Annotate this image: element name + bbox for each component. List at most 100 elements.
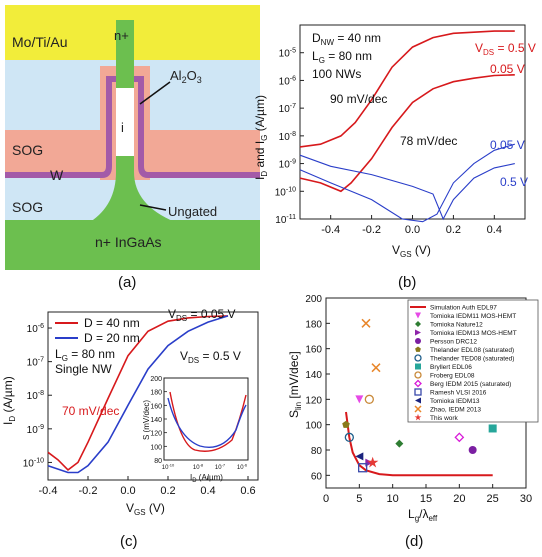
legend-marker-d-8 bbox=[414, 371, 422, 379]
curve-c-1 bbox=[47, 315, 229, 474]
inset-xtick-label-2: 10-7 bbox=[215, 463, 226, 471]
legend-marker-d-13 bbox=[414, 413, 422, 421]
inset-curves-c bbox=[167, 391, 247, 452]
label-nplus-top: n+ bbox=[114, 28, 129, 43]
vds-label-2-c: VDS = 0.5 V bbox=[180, 349, 241, 365]
point-d-5-0 bbox=[342, 420, 350, 428]
ytick-label-b-0: 10-5 bbox=[279, 48, 296, 60]
inset-ytick-label-2: 160 bbox=[150, 403, 162, 410]
pointer-al2o3 bbox=[139, 81, 171, 105]
ytick-label-d-3: 140 bbox=[305, 370, 322, 381]
legend-label-d-1: Tomioka IEDM11 MOS-HEMT bbox=[430, 313, 516, 320]
xtick-label-d-1: 5 bbox=[356, 493, 362, 505]
xticks-d: 0 5 10 15 20 25 30 bbox=[323, 484, 532, 505]
legend-label-d-8: Froberg EDL08 bbox=[430, 373, 475, 380]
point-d-3-0 bbox=[365, 458, 374, 467]
xtick-label-d-6: 30 bbox=[520, 493, 532, 505]
points-d bbox=[342, 318, 497, 473]
curves-b bbox=[299, 30, 515, 223]
curve-b-1 bbox=[299, 74, 515, 193]
legend-marker-d-10 bbox=[414, 388, 422, 396]
info-lg-b: LG = 80 nm bbox=[312, 49, 372, 65]
ytick-label-c-1: 10-7 bbox=[27, 357, 44, 369]
xtick-label-c-5: 0.6 bbox=[240, 485, 255, 497]
inset-ylabel-c: S (mV/dec) bbox=[142, 400, 151, 440]
legend-marker-d-7 bbox=[415, 363, 421, 370]
curve-c-0 bbox=[47, 315, 229, 471]
inset-curve-d20 bbox=[167, 397, 247, 448]
info-dnw-b: DNW = 40 nm bbox=[312, 31, 381, 47]
xtick-label-d-4: 20 bbox=[453, 493, 465, 505]
caption-b: (b) bbox=[398, 274, 416, 291]
legend-marker-d-12-b bbox=[414, 405, 422, 413]
ss-label-left-b: 90 mV/dec bbox=[330, 92, 387, 106]
point-d-6-0 bbox=[344, 432, 354, 442]
intrinsic-region bbox=[116, 88, 134, 156]
point-d-12-1 bbox=[371, 363, 381, 373]
substrate-layer bbox=[5, 220, 260, 270]
inset-xtick-label-3: 10-6 bbox=[237, 463, 248, 471]
inset-ytick-label-6: 80 bbox=[154, 458, 162, 465]
curve-b-0 bbox=[299, 30, 515, 148]
legend-marker-d-9 bbox=[414, 379, 422, 388]
label-sog-top: SOG bbox=[12, 142, 43, 158]
xtick-label-d-2: 10 bbox=[387, 493, 399, 505]
inset-ytick-label-4: 120 bbox=[150, 431, 162, 438]
ytick-label-b-6: 10-11 bbox=[275, 214, 296, 226]
legend-label-d-6: Thelander TED08 (saturated) bbox=[430, 356, 514, 363]
ytick-label-d-4: 120 bbox=[305, 395, 322, 406]
legend-label-d-10: Ramesh VLSI 2016 bbox=[430, 390, 487, 397]
panel-c: 10-6 10-7 10-8 10-9 10-10 -0.4 -0.2 0.0 0.2 0.4 0… bbox=[1, 307, 259, 550]
legend-label-d-11: Tomioka IEDM13 bbox=[430, 398, 480, 405]
yticks-b: 10-5 10-6 10-7 10-8 10-9 10-10 10-11 bbox=[275, 48, 304, 226]
inset-ytick-label-3: 140 bbox=[150, 417, 162, 424]
xtick-label-d-0: 0 bbox=[323, 493, 329, 505]
yticks-c: 10-6 10-7 10-8 10-9 10-10 bbox=[23, 323, 52, 469]
legend-label-d-7: Bryllert EDL06 bbox=[430, 364, 472, 371]
ytick-label-b-2: 10-7 bbox=[279, 103, 296, 115]
point-d-7-0 bbox=[488, 424, 497, 433]
xtick-label-c-2: 0.0 bbox=[120, 485, 135, 497]
legend-marker-d-3 bbox=[415, 329, 421, 336]
inset-frame-c bbox=[163, 377, 249, 461]
curves-c bbox=[47, 315, 229, 474]
inset-xtick-label-0: 10-10 bbox=[162, 463, 175, 471]
xlabel-d: Lg/λeff bbox=[408, 507, 438, 523]
ytick-label-d-1: 180 bbox=[305, 319, 322, 330]
ytick-label-d-7: 60 bbox=[311, 471, 323, 482]
legend-label-d-0: Simulation Auth EDL97 bbox=[430, 305, 497, 312]
xtick-label-d-3: 15 bbox=[420, 493, 432, 505]
label-sog-bottom: SOG bbox=[12, 199, 43, 215]
ss-label-c: 70 mV/dec bbox=[62, 404, 119, 418]
legend-marker-d-1 bbox=[415, 312, 421, 319]
legend-label-d-12: Zhao, IEDM 2013 bbox=[430, 407, 481, 414]
ytick-label-c-3: 10-9 bbox=[27, 424, 44, 436]
ylabel-c: ID (A/µm) bbox=[1, 376, 17, 425]
xticks-b: -0.4 -0.2 0.0 0.2 0.4 bbox=[321, 215, 502, 236]
ytick-label-d-2: 160 bbox=[305, 345, 322, 356]
ytick-label-b-5: 10-10 bbox=[275, 186, 296, 198]
info-single-c: Single NW bbox=[55, 362, 112, 376]
legend-label-d-9: Berg IEDM 2015 (saturated) bbox=[430, 381, 511, 388]
legend-label-d-3: Tomioka IEDM13 MOS-HEMT bbox=[430, 330, 517, 337]
label-al2o3: Al2O3 bbox=[170, 68, 202, 85]
xlabel-b: VGS (V) bbox=[392, 243, 431, 259]
legend-label-d-4: Persson DRC12 bbox=[430, 339, 477, 346]
point-d-13-0 bbox=[367, 456, 379, 468]
legend-label-d-2: Tomioka Nature12 bbox=[430, 322, 483, 329]
legend-marker-d-5 bbox=[415, 346, 421, 352]
xticks-c: -0.4 -0.2 0.0 0.2 0.4 0.6 bbox=[39, 476, 256, 497]
ytick-label-b-3: 10-8 bbox=[279, 131, 296, 143]
panel-d: 200 180 160 140 120 100 80 60 0 5 10 15 20 25 30 Simu… bbox=[287, 294, 539, 550]
xtick-label-d-5: 25 bbox=[487, 493, 499, 505]
xtick-label-b-1: -0.2 bbox=[362, 224, 381, 236]
vds-label-red-top-b: VDS = 0.5 V bbox=[475, 41, 536, 57]
plot-frame-c bbox=[47, 311, 259, 481]
inset-ytick-label-0: 200 bbox=[150, 376, 162, 383]
legend-marker-d-12 bbox=[414, 405, 422, 413]
simulation-curve-d bbox=[345, 411, 493, 477]
inset-ytick-label-1: 180 bbox=[150, 390, 162, 397]
label-metal: Mo/Ti/Au bbox=[12, 34, 68, 50]
inset-xlabel-c: ID (A/µm) bbox=[190, 473, 223, 484]
ylabel-d: Slin [mV/dec] bbox=[287, 351, 303, 418]
